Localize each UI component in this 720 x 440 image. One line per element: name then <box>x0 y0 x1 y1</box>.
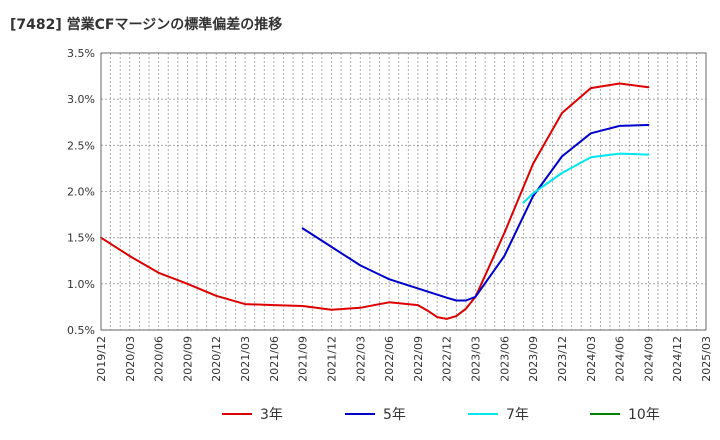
x-tick-label: 2023/06 <box>498 336 511 382</box>
x-tick-label: 2021/06 <box>268 336 281 382</box>
x-tick-label: 2025/03 <box>700 336 713 382</box>
grid <box>100 52 707 331</box>
x-tick-label: 2020/12 <box>210 336 223 382</box>
x-tick-label: 2019/12 <box>95 336 108 382</box>
legend-label: 3年 <box>260 407 283 423</box>
x-tick-label: 2022/12 <box>441 336 454 382</box>
x-tick-label: 2023/09 <box>527 336 540 382</box>
x-tick-label: 2023/03 <box>470 336 483 382</box>
y-tick-label: 3.0% <box>67 93 95 106</box>
legend-label: 7年 <box>506 407 529 423</box>
x-tick-label: 2021/09 <box>297 336 310 382</box>
x-tick-label: 2023/12 <box>556 336 569 382</box>
y-tick-label: 2.5% <box>67 139 95 152</box>
plot-frame <box>100 52 707 331</box>
plot-area-border <box>100 52 707 331</box>
legend-label: 5年 <box>383 407 406 423</box>
x-tick-label: 2022/03 <box>354 336 367 382</box>
x-tick-label: 2020/03 <box>124 336 137 382</box>
x-tick-label: 2024/12 <box>671 336 684 382</box>
x-tick-label: 2022/09 <box>412 336 425 382</box>
series-line <box>100 82 650 320</box>
y-tick-label: 2.0% <box>67 186 95 199</box>
series-line <box>301 124 650 302</box>
legend-label: 10年 <box>628 407 660 423</box>
legend: 3年 5年 7年 10年 <box>222 407 660 423</box>
y-tick-label: 1.5% <box>67 232 95 245</box>
x-tick-label: 2024/06 <box>614 336 627 382</box>
x-tick-label: 2021/12 <box>325 336 338 382</box>
y-axis-ticks: 3.5% 3.0% 2.5% 2.0% 1.5% 1.0% 0.5% <box>67 47 95 337</box>
plot-lines <box>100 82 650 320</box>
x-tick-label: 2020/09 <box>181 336 194 382</box>
x-tick-label: 2024/03 <box>585 336 598 382</box>
y-tick-label: 1.0% <box>67 278 95 291</box>
x-tick-label: 2022/06 <box>383 336 396 382</box>
x-tick-label: 2020/06 <box>153 336 166 382</box>
y-tick-label: 3.5% <box>67 47 95 60</box>
x-tick-label: 2024/09 <box>642 336 655 382</box>
x-tick-label: 2021/03 <box>239 336 252 382</box>
series-line <box>522 152 650 204</box>
x-axis-ticks: 2019/12 2020/03 2020/06 2020/09 2020/12 2021/… <box>95 336 713 382</box>
chart-title: [7482] 営業CFマージンの標準偏差の推移 <box>10 17 283 33</box>
y-tick-label: 0.5% <box>67 324 95 337</box>
